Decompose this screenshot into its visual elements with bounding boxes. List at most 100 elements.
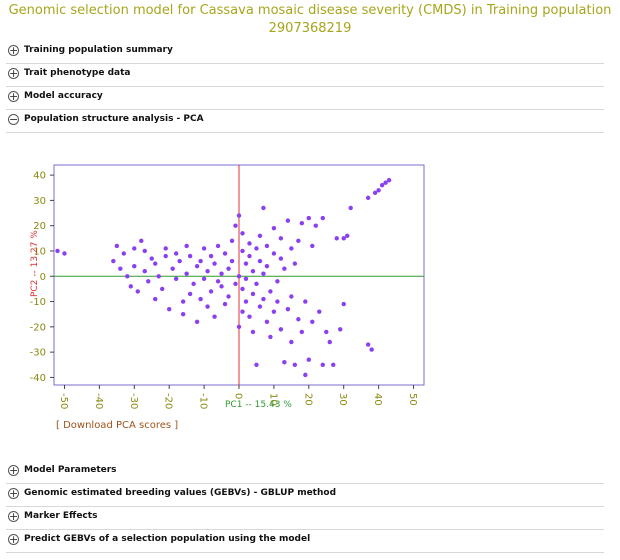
data-point (324, 329, 329, 335)
data-point (292, 261, 298, 266)
data-point (243, 261, 249, 266)
y-tick-label: 30 (33, 196, 46, 207)
data-point (250, 291, 256, 297)
data-point (226, 266, 231, 271)
section-model-accuracy[interactable]: + Model accuracy (6, 87, 604, 110)
expand-icon[interactable]: + (8, 464, 19, 477)
data-point (257, 304, 263, 309)
data-point (170, 266, 175, 271)
section-label[interactable]: Training population summary (24, 45, 173, 55)
data-point (250, 269, 256, 274)
data-point (121, 251, 127, 256)
data-point (257, 233, 263, 239)
data-point (236, 213, 242, 218)
data-point (348, 205, 353, 211)
data-point (219, 271, 224, 276)
y-tick-label: -30 (30, 348, 46, 359)
data-point (236, 324, 242, 330)
data-point (247, 314, 252, 319)
section-label[interactable]: Trait phenotype data (24, 68, 131, 78)
expand-icon[interactable]: + (8, 67, 19, 80)
data-point (233, 281, 238, 287)
data-point (317, 309, 322, 314)
data-point (114, 243, 120, 249)
data-point (128, 284, 133, 289)
data-point (191, 281, 196, 287)
data-point (365, 195, 371, 201)
section-marker-effects[interactable]: + Marker Effects (6, 507, 604, 530)
x-tick-label: -30 (128, 393, 139, 409)
expand-icon[interactable]: + (8, 533, 19, 546)
data-point (306, 357, 312, 362)
data-point (198, 258, 203, 264)
section-population-structure-pca[interactable]: − Population structure analysis - PCA (6, 110, 604, 133)
data-point (334, 236, 339, 241)
section-label[interactable]: Marker Effects (24, 511, 98, 521)
data-point (372, 190, 378, 196)
data-point (278, 236, 284, 241)
data-point (278, 327, 284, 332)
x-tick-label: 50 (407, 393, 418, 406)
data-point (222, 251, 228, 256)
data-point (139, 238, 144, 244)
x-tick-label: 40 (372, 393, 383, 406)
data-point (62, 251, 67, 256)
section-label[interactable]: Predict GEBVs of a selection population … (24, 534, 311, 544)
data-point (299, 220, 305, 226)
x-axis-label: PC1 -- 15.43 % (225, 400, 292, 410)
data-point (296, 238, 301, 244)
expand-icon[interactable]: + (8, 90, 19, 103)
data-point (257, 258, 263, 264)
expand-icon[interactable]: + (8, 510, 19, 523)
y-tick-label: -20 (30, 322, 46, 333)
section-label[interactable]: Genomic estimated breeding values (GEBVs… (24, 488, 337, 498)
data-point (198, 296, 203, 302)
section-model-parameters[interactable]: + Model Parameters (6, 461, 604, 484)
data-point (289, 294, 294, 299)
section-predict-gebvs[interactable]: + Predict GEBVs of a selection populatio… (6, 530, 604, 553)
data-point (173, 276, 179, 281)
data-point (271, 226, 277, 231)
x-tick-label: 10 (267, 393, 278, 406)
data-point (187, 253, 193, 259)
data-point (212, 314, 217, 319)
section-label[interactable]: Model accuracy (24, 91, 103, 101)
data-point (226, 294, 231, 299)
data-point (275, 299, 280, 304)
data-point (233, 223, 238, 228)
data-point (254, 281, 259, 287)
section-label[interactable]: Model Parameters (24, 465, 117, 475)
section-gebvs-gblup[interactable]: + Genomic estimated breeding values (GEB… (6, 484, 604, 507)
collapse-icon[interactable]: − (8, 113, 19, 126)
data-point (208, 253, 214, 259)
page-title: Genomic selection model for Cassava mosa… (0, 2, 620, 38)
section-training-population-summary[interactable]: + Training population summary (6, 41, 604, 64)
expand-icon[interactable]: + (8, 44, 19, 57)
data-point (160, 286, 165, 292)
data-point (320, 362, 325, 367)
download-pca-scores-link[interactable]: [ Download PCA scores ] (56, 420, 179, 431)
data-point (264, 243, 270, 249)
data-point (271, 309, 277, 314)
y-tick-label: -10 (30, 297, 46, 308)
data-point (166, 306, 172, 312)
pca-scatter-plot: -40 -30 -20 -10 0 10 20 30 40 -50 -40 -30 -20 -10 0 10 2… (30, 164, 425, 410)
data-point (194, 263, 200, 269)
data-point (142, 269, 147, 274)
data-point (345, 233, 350, 239)
data-point (184, 271, 189, 276)
data-point (125, 274, 130, 279)
data-point (180, 299, 186, 304)
data-point (240, 248, 245, 254)
x-tick-label: 20 (302, 393, 313, 406)
y-tick-label: -40 (30, 373, 46, 384)
expand-icon[interactable]: + (8, 487, 19, 500)
data-point (383, 180, 388, 185)
data-point (132, 263, 137, 269)
data-point (289, 246, 294, 251)
data-point (303, 372, 308, 378)
section-trait-phenotype-data[interactable]: + Trait phenotype data (6, 64, 604, 87)
data-point (240, 231, 245, 236)
section-label[interactable]: Population structure analysis - PCA (24, 114, 204, 124)
data-point (201, 246, 207, 251)
